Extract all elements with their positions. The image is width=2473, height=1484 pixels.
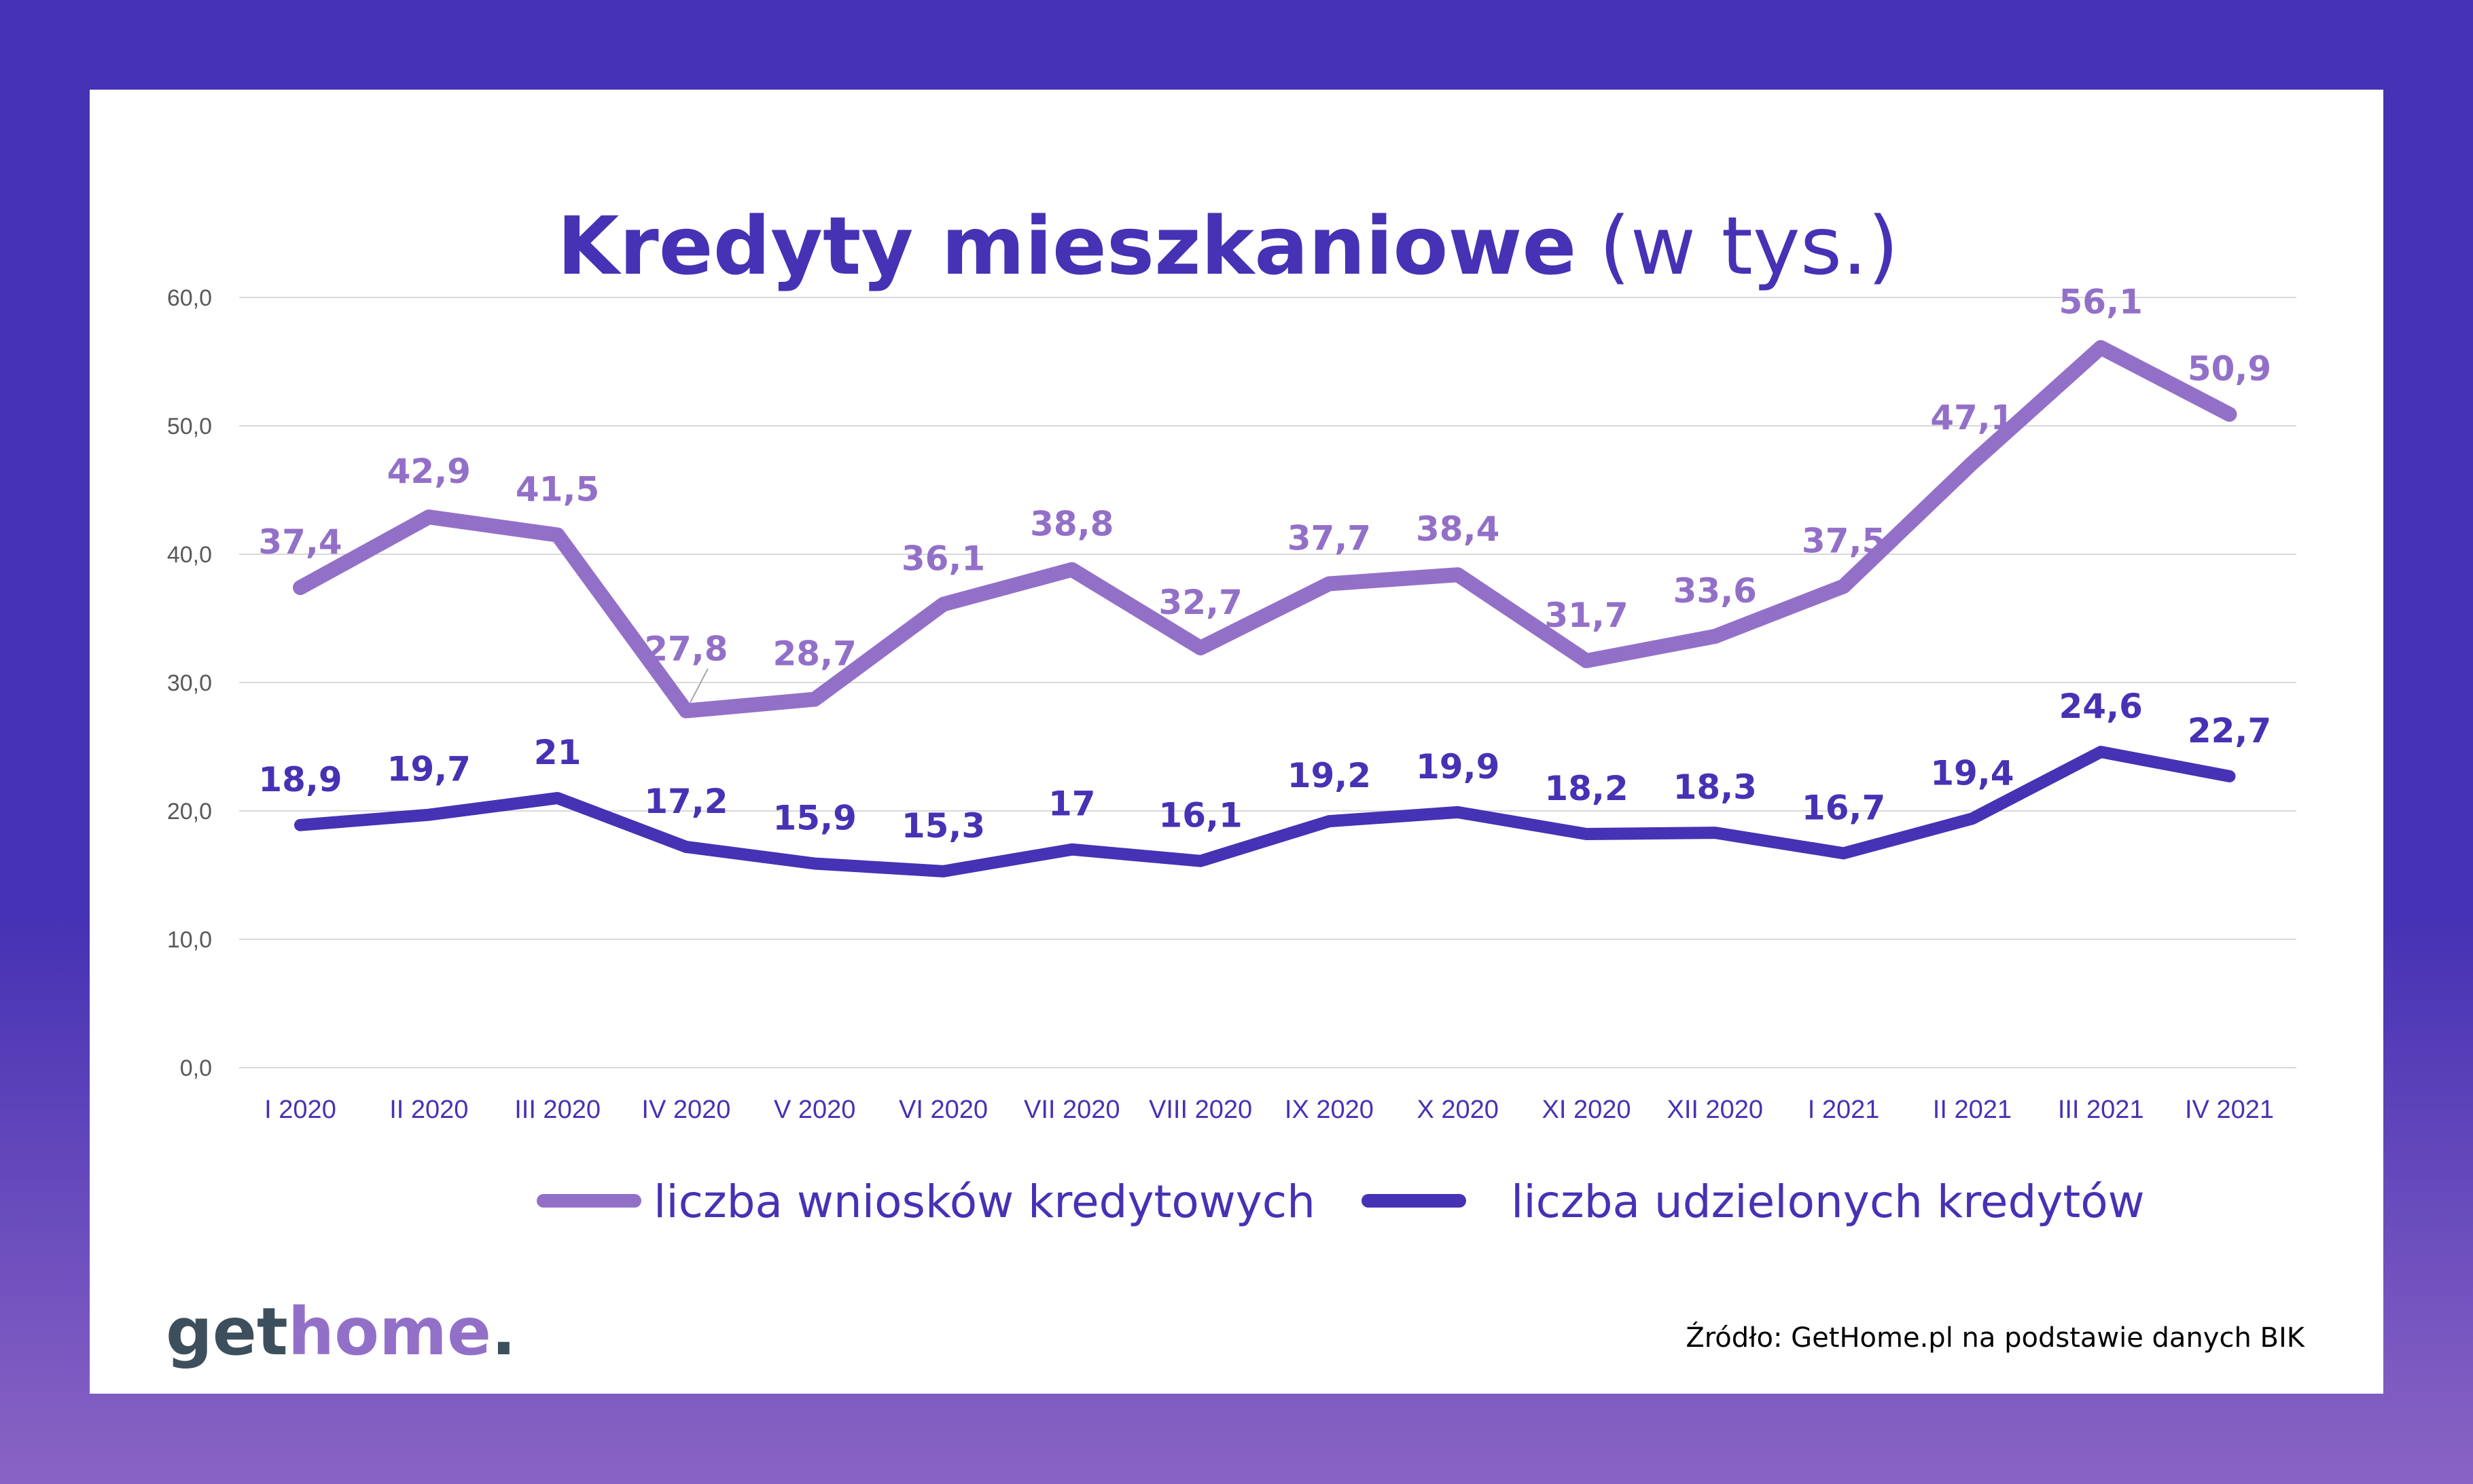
logo-part-get: get — [166, 1294, 288, 1370]
data-label: 16,7 — [1802, 788, 1885, 827]
data-label: 18,9 — [258, 760, 342, 799]
y-tick-label: 30,0 — [167, 670, 212, 696]
series-lines — [293, 340, 2237, 877]
data-label: 17,2 — [644, 782, 728, 821]
data-label: 41,5 — [516, 470, 599, 509]
data-label: 22,7 — [2188, 711, 2271, 750]
data-label: 31,7 — [1544, 596, 1628, 635]
x-tick-label: I 2021 — [1808, 1096, 1880, 1124]
x-tick-label: V 2020 — [774, 1096, 855, 1124]
x-tick-label: III 2020 — [514, 1096, 601, 1124]
x-tick-label: VIII 2020 — [1149, 1096, 1252, 1124]
data-label: 19,2 — [1287, 756, 1371, 795]
data-label: 38,8 — [1030, 505, 1114, 544]
y-tick-label: 20,0 — [167, 799, 212, 825]
x-tick-label: IX 2020 — [1285, 1096, 1374, 1124]
data-label: 19,4 — [1930, 753, 2014, 793]
x-axis-ticks: I 2020 II 2020 III 2020 IV 2020 V 2020 VI 202… — [264, 1096, 2274, 1124]
legend: liczba wniosków kredytowych liczba udziel… — [537, 1176, 2145, 1228]
y-axis-ticks: 0,0 10,0 20,0 30,0 40,0 50,0 60,0 — [167, 285, 212, 1081]
x-tick-label: II 2020 — [389, 1096, 468, 1124]
chart-title: Kredyty mieszkaniowe (w tys.) — [557, 199, 1899, 293]
data-label: 37,7 — [1287, 518, 1371, 558]
data-label: 32,7 — [1158, 583, 1242, 622]
data-label: 47,1 — [1930, 398, 2014, 437]
series-line-applications — [293, 340, 2237, 719]
data-label: 28,7 — [773, 634, 857, 674]
x-tick-label: I 2020 — [264, 1096, 336, 1124]
chart-title-main: Kredyty mieszkaniowe — [557, 199, 1576, 293]
x-tick-label: XII 2020 — [1667, 1096, 1764, 1124]
data-label: 56,1 — [2059, 283, 2143, 322]
x-tick-label: IV 2020 — [641, 1096, 730, 1124]
logo-part-home: home — [288, 1294, 491, 1370]
data-label: 21 — [534, 733, 582, 772]
x-tick-label: II 2021 — [1933, 1096, 2012, 1124]
data-label: 17 — [1048, 784, 1096, 824]
data-label: 38,4 — [1416, 509, 1499, 549]
data-label: 19,7 — [387, 750, 471, 789]
data-label: 42,9 — [387, 452, 471, 491]
x-tick-label: IV 2021 — [2185, 1096, 2274, 1124]
legend-label: liczba udzielonych kredytów — [1511, 1176, 2145, 1228]
y-tick-label: 40,0 — [167, 542, 212, 568]
chart-title-unit: (w tys.) — [1599, 199, 1899, 293]
y-tick-label: 0,0 — [180, 1055, 212, 1081]
x-tick-label: III 2021 — [2058, 1096, 2144, 1124]
data-label: 27,8 — [644, 630, 728, 669]
source-note: Źródło: GetHome.pl na podstawie danych B… — [1686, 1321, 2305, 1354]
data-label: 37,5 — [1802, 521, 1885, 560]
data-label: 19,9 — [1416, 747, 1499, 786]
leader-line — [690, 668, 709, 704]
data-label: 16,1 — [1158, 796, 1242, 835]
chart-card: Kredyty mieszkaniowe (w tys.) 0,0 10,0 20,… — [90, 90, 2383, 1394]
logo-dot: . — [491, 1294, 516, 1370]
x-tick-label: VI 2020 — [899, 1096, 988, 1124]
data-label: 18,3 — [1673, 767, 1757, 807]
y-tick-label: 10,0 — [167, 927, 212, 953]
y-tick-label: 50,0 — [167, 414, 212, 439]
x-tick-label: X 2020 — [1417, 1096, 1498, 1124]
data-label: 18,2 — [1544, 769, 1628, 808]
data-label: 37,4 — [258, 522, 342, 562]
data-label: 15,3 — [902, 806, 985, 846]
gethome-logo: gethome. — [166, 1294, 516, 1370]
legend-label: liczba wniosków kredytowych — [654, 1176, 1315, 1228]
data-label: 15,9 — [773, 798, 857, 837]
x-tick-label: XI 2020 — [1542, 1096, 1631, 1124]
data-label: 50,9 — [2188, 349, 2271, 388]
x-tick-label: VII 2020 — [1024, 1096, 1120, 1124]
y-tick-label: 60,0 — [167, 285, 212, 311]
data-label: 24,6 — [2059, 687, 2143, 726]
data-label: 33,6 — [1673, 571, 1757, 611]
data-label: 36,1 — [902, 539, 985, 579]
data-labels: 37,4 42,9 41,5 27,8 28,7 36,1 38,8 32,7 37,7 38,4… — [258, 283, 2271, 846]
series-line-granted — [294, 746, 2236, 877]
line-chart: Kredyty mieszkaniowe (w tys.) 0,0 10,0 20,… — [166, 199, 2306, 1370]
